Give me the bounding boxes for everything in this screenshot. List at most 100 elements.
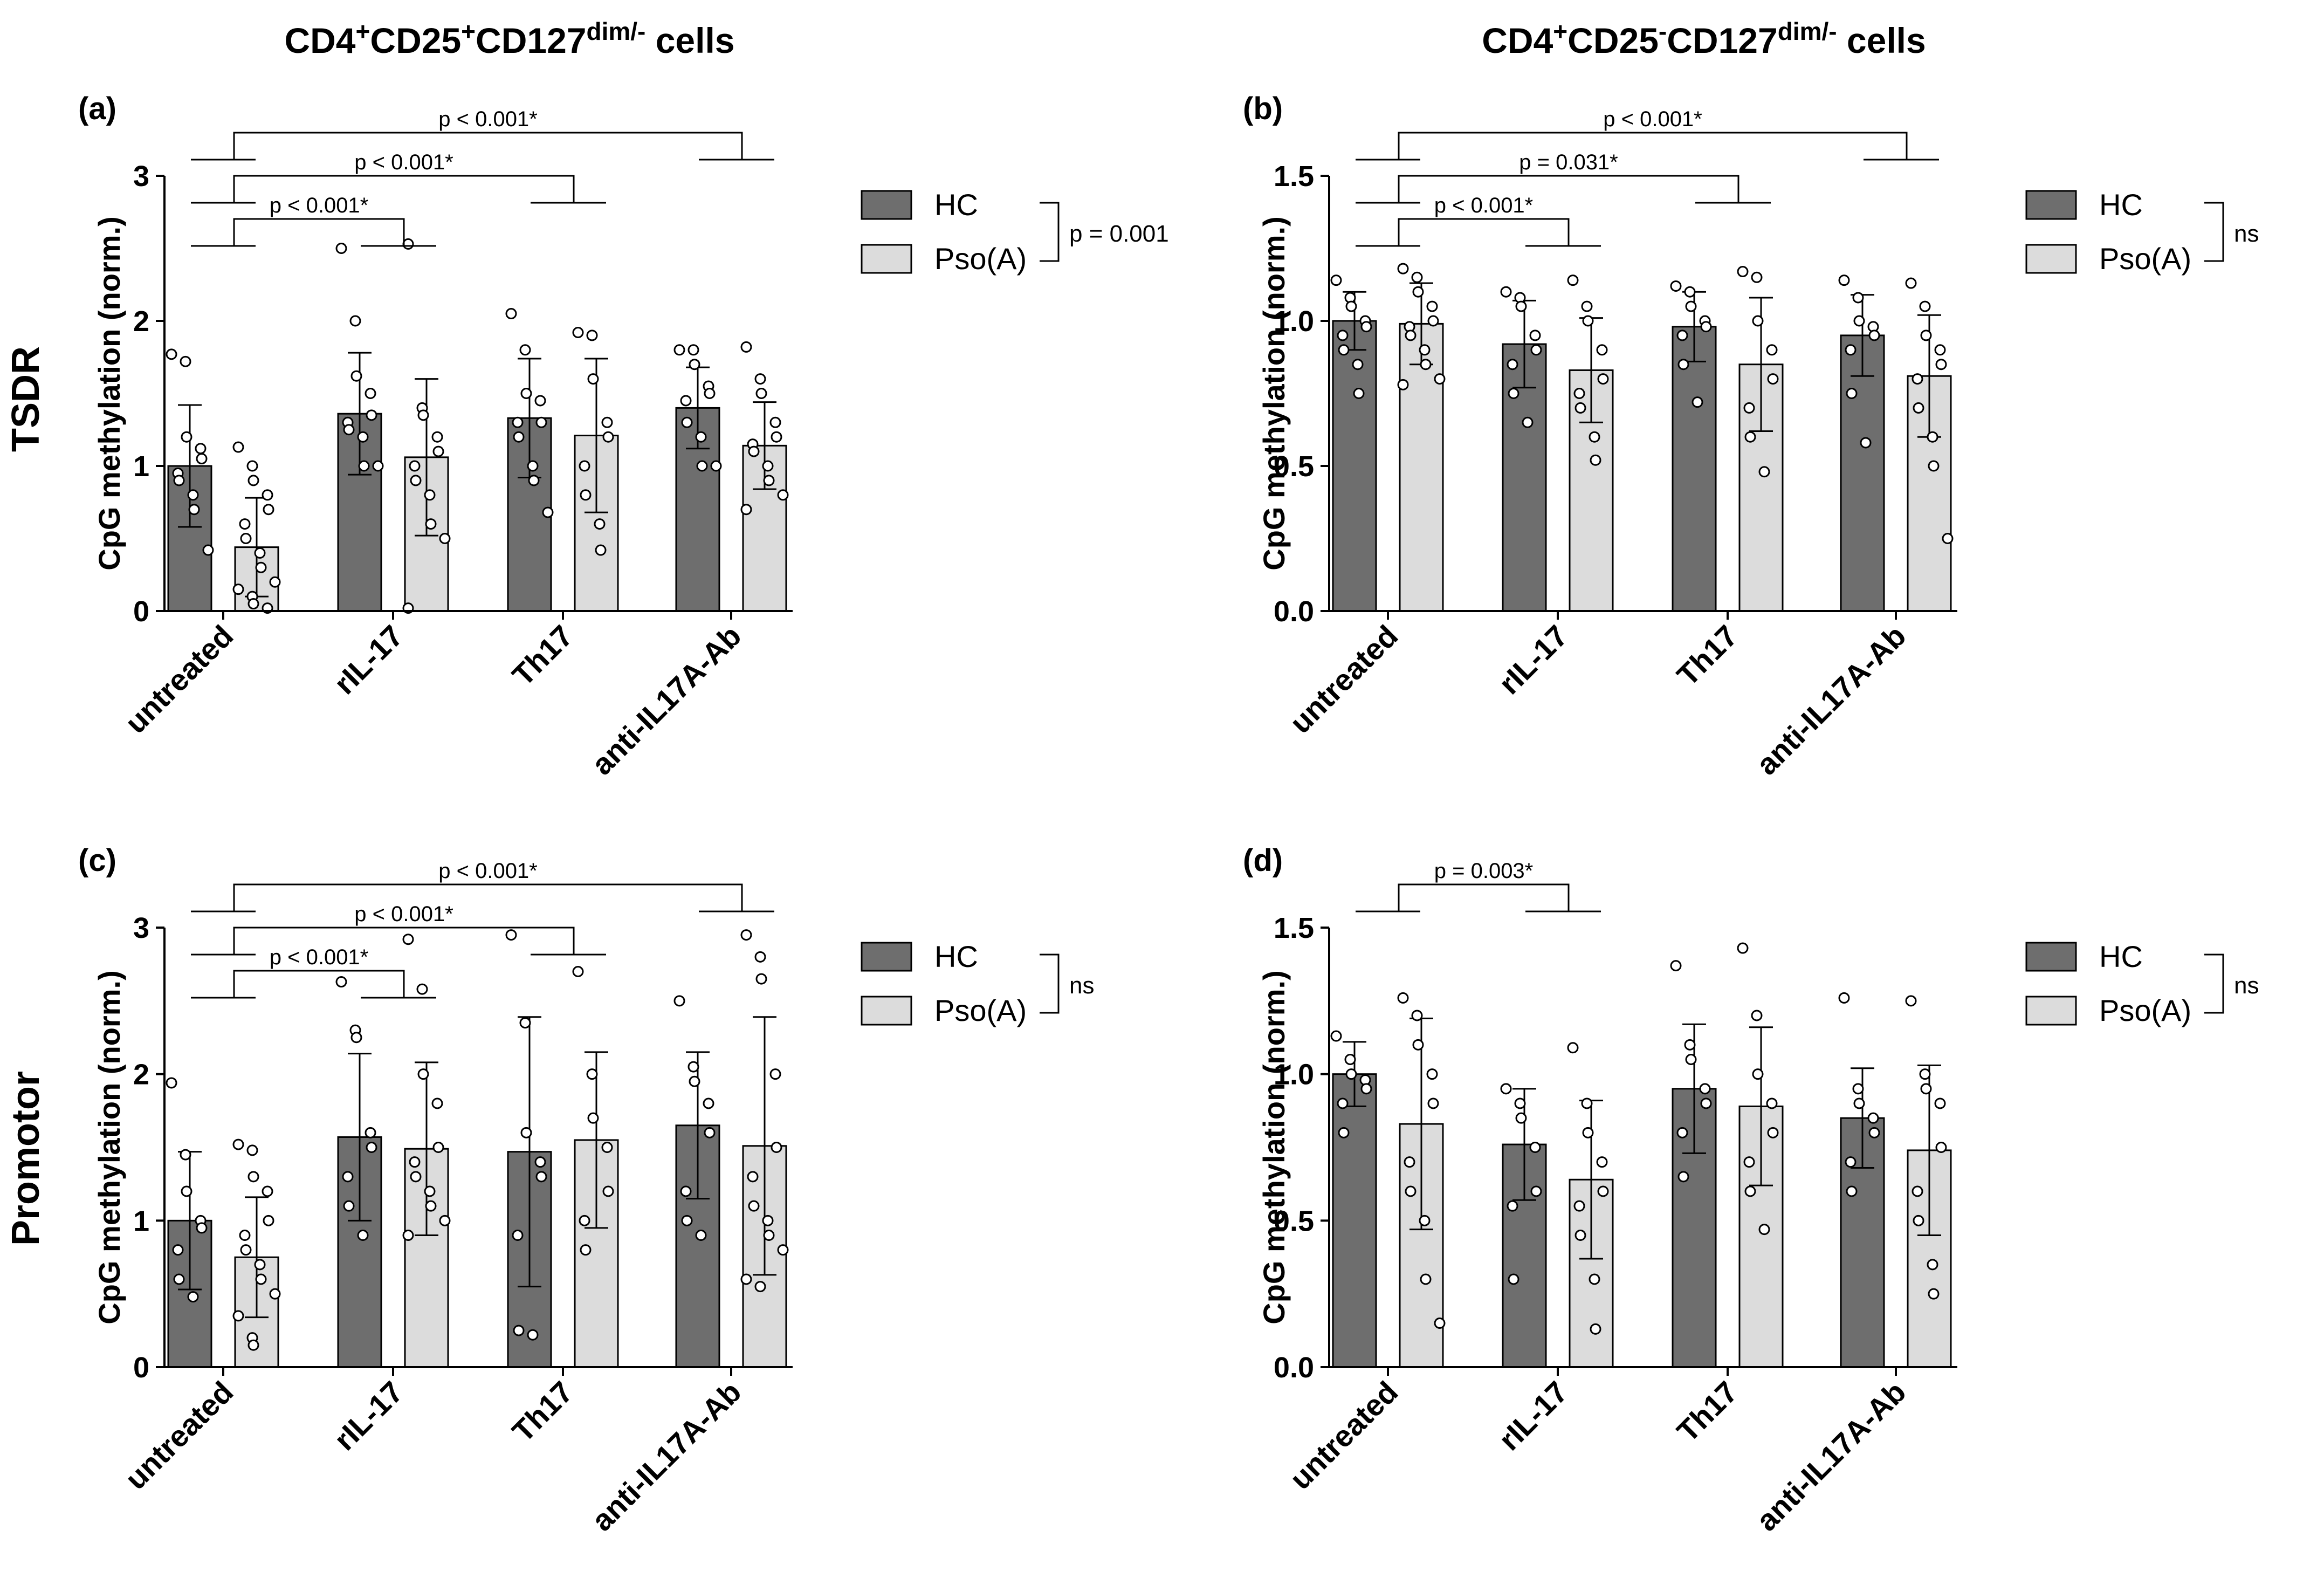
data-point [1767, 1127, 1779, 1138]
data-point [262, 489, 273, 501]
data-point [240, 1244, 252, 1256]
data-point [579, 1215, 590, 1226]
data-point [1692, 396, 1703, 408]
title-superscript: + [1553, 17, 1567, 45]
data-point [432, 445, 444, 457]
legend-bracket [1040, 953, 1060, 1014]
data-point [1411, 271, 1423, 283]
data-point [1853, 1097, 1865, 1109]
data-point [181, 431, 192, 443]
data-point [425, 1200, 437, 1212]
significance-bracket [1398, 175, 1739, 203]
bar-hc-2 [1672, 326, 1717, 612]
data-point [740, 504, 752, 516]
data-point [1743, 1156, 1755, 1168]
data-point [1845, 1156, 1857, 1168]
data-point [695, 431, 707, 443]
data-point [696, 460, 708, 472]
legend-swatch-hc [2025, 942, 2077, 972]
data-point [771, 1142, 782, 1153]
data-point [535, 416, 547, 428]
title-text: CD4 [1482, 20, 1553, 60]
data-point [754, 951, 766, 963]
data-point [232, 1138, 244, 1150]
data-point [1573, 1200, 1585, 1212]
data-point [587, 1112, 599, 1124]
data-point [747, 1171, 759, 1183]
data-point [769, 416, 781, 428]
data-point [1507, 359, 1518, 371]
bar-hc-0 [1332, 1073, 1377, 1368]
legend-label-hc: HC [2099, 939, 2143, 973]
data-point [1330, 1030, 1342, 1042]
data-point [595, 544, 607, 556]
data-point [402, 238, 414, 250]
data-point [263, 1215, 274, 1226]
data-point [519, 344, 531, 356]
x-tick-label: Th17 [1670, 1375, 1744, 1449]
data-point [1744, 1185, 1756, 1197]
data-point [512, 416, 524, 428]
column-title-right: CD4+CD25-CD127dim/- cells [1482, 17, 1926, 60]
data-point [1700, 1097, 1712, 1109]
data-point [1412, 1039, 1424, 1051]
data-point [1596, 1156, 1608, 1168]
legend-bracket-label: ns [2234, 221, 2259, 247]
data-point [1912, 373, 1923, 385]
data-point [1670, 280, 1682, 292]
data-point [1935, 1142, 1947, 1153]
data-point [424, 489, 436, 501]
title-superscript: dim/- [1778, 17, 1837, 45]
y-axis-label: CpG methylation (norm.) [1257, 970, 1291, 1324]
data-point [247, 598, 259, 610]
data-point [1529, 330, 1541, 341]
data-point [1919, 300, 1931, 312]
data-point [535, 1171, 547, 1183]
data-point [1597, 1185, 1609, 1197]
data-point [1590, 454, 1601, 466]
data-point [166, 1077, 177, 1089]
data-point [602, 1185, 614, 1197]
data-point [1581, 1097, 1593, 1109]
data-point [1500, 1083, 1512, 1095]
data-point [343, 424, 355, 436]
data-point [513, 431, 525, 443]
data-point [417, 409, 429, 421]
data-point [1846, 1185, 1858, 1197]
data-point [409, 1156, 421, 1168]
data-point [513, 1325, 525, 1336]
data-point [519, 1017, 531, 1029]
y-tick-label: 0 [133, 1351, 149, 1384]
legend-label-pso: Pso(A) [934, 242, 1027, 276]
data-point [1868, 1127, 1880, 1138]
data-point [1677, 359, 1689, 371]
data-point [262, 1185, 273, 1197]
legend-label-hc: HC [2099, 188, 2143, 222]
legend-label-pso: Pso(A) [934, 993, 1027, 1027]
chart-panel-a: (a) CpG methylation (norm.)0 1 2 3 untreated r… [78, 91, 1169, 781]
data-point [1699, 1083, 1711, 1095]
x-tick-label: Th17 [1670, 619, 1744, 692]
data-point [1676, 330, 1688, 341]
data-point [366, 1142, 377, 1153]
data-point [1567, 275, 1579, 286]
data-point [232, 441, 244, 453]
data-point [335, 243, 347, 254]
data-point [528, 475, 540, 486]
data-point [1411, 1010, 1423, 1021]
row-label-tsdr: TSDR [4, 346, 47, 452]
data-point [710, 460, 722, 472]
data-point [269, 576, 281, 588]
data-point [1752, 315, 1764, 327]
data-point [240, 533, 252, 544]
title-text: CD4 [284, 20, 355, 60]
y-tick-label: 1.0 [1274, 1059, 1314, 1091]
data-point [587, 373, 599, 385]
legend-swatch-hc [861, 942, 912, 972]
data-point [1434, 1318, 1446, 1329]
data-point [1928, 1288, 1940, 1300]
data-point [1838, 275, 1850, 286]
bar-hc-3 [1840, 334, 1885, 612]
data-point [342, 1171, 354, 1183]
data-point [777, 489, 789, 501]
